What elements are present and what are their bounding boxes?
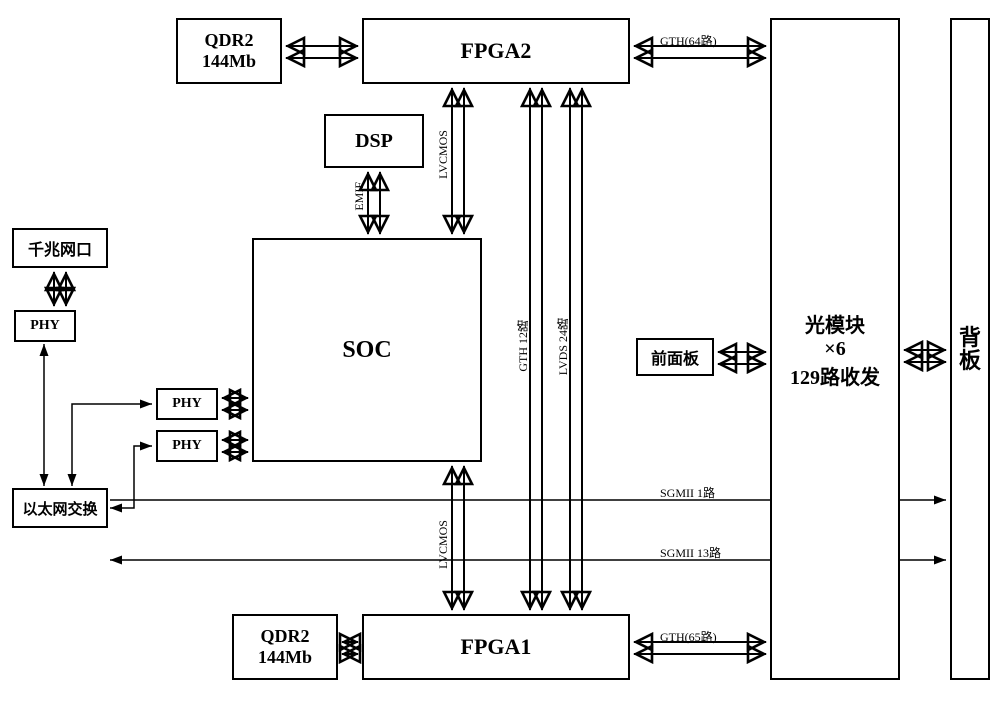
backplane-c1: 背: [959, 326, 981, 349]
fpga2-label: FPGA2: [461, 38, 532, 64]
lvcmos2-label: LVCMOS: [436, 520, 451, 569]
lvcmos1-label: LVCMOS: [436, 130, 451, 179]
soc-label: SOC: [342, 337, 391, 364]
phy-mid1-block: PHY: [156, 388, 218, 420]
backplane-block: 背 板: [950, 18, 990, 680]
phy-top-label: PHY: [30, 318, 60, 334]
qdr2-bot-l2: 144Mb: [258, 647, 312, 668]
dsp-block: DSP: [324, 114, 424, 168]
gth64-label: GTH(64路): [660, 32, 717, 49]
qdr2-top-block: QDR2 144Mb: [176, 18, 282, 84]
fpga1-block: FPGA1: [362, 614, 630, 680]
phy-mid1-label: PHY: [172, 396, 202, 412]
fpga1-label: FPGA1: [461, 634, 532, 660]
gige-label: 千兆网口: [28, 236, 92, 260]
front-panel-block: 前面板: [636, 338, 714, 376]
emif-label: EMIF: [352, 182, 367, 211]
dsp-label: DSP: [355, 130, 393, 153]
gth65-label: GTH(65路): [660, 628, 717, 645]
sgmii13-label: SGMII 13路: [660, 544, 721, 561]
opt-l2: ×6: [824, 338, 845, 361]
qdr2-bot-block: QDR2 144Mb: [232, 614, 338, 680]
backplane-c2: 板: [959, 349, 981, 372]
eth-switch-label: 以太网交换: [22, 498, 97, 519]
gige-block: 千兆网口: [12, 228, 108, 268]
lvds24-label: LVDS 24路: [554, 318, 571, 375]
opt-l1: 光模块: [805, 309, 865, 338]
fpga2-block: FPGA2: [362, 18, 630, 84]
phy-mid2-label: PHY: [172, 438, 202, 454]
phy-top-block: PHY: [14, 310, 76, 342]
qdr2-top-l2: 144Mb: [202, 51, 256, 72]
eth-switch-block: 以太网交换: [12, 488, 108, 528]
opt-module-block: 光模块 ×6 129路收发: [770, 18, 900, 680]
sgmii1-label: SGMII 1路: [660, 484, 715, 501]
gth12-label: GTH 12路: [514, 320, 531, 372]
qdr2-bot-l1: QDR2: [261, 626, 310, 647]
phy-mid2-block: PHY: [156, 430, 218, 462]
qdr2-top-l1: QDR2: [205, 30, 254, 51]
opt-l3: 129路收发: [790, 361, 880, 390]
front-panel-label: 前面板: [651, 345, 699, 369]
soc-block: SOC: [252, 238, 482, 462]
